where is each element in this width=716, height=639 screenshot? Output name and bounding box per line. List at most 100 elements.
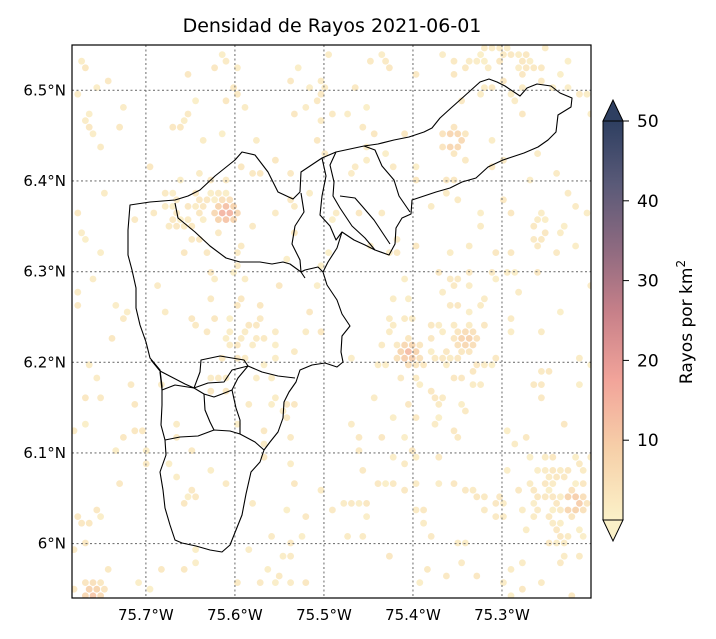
density-hex	[481, 321, 488, 329]
density-hex	[82, 117, 89, 124]
density-hex	[587, 282, 591, 289]
density-hex	[169, 189, 177, 197]
density-hex	[89, 592, 97, 598]
density-hex	[454, 354, 462, 362]
density-hex	[226, 328, 234, 336]
density-hex	[549, 467, 557, 474]
density-hex	[249, 500, 256, 507]
density-hex	[253, 137, 260, 144]
y-tick-label: 6.1°N	[23, 444, 66, 462]
density-hex	[260, 427, 268, 435]
density-hex	[207, 374, 215, 382]
density-hex	[519, 84, 526, 91]
density-hex	[583, 500, 591, 507]
density-hex	[477, 222, 484, 230]
density-hex	[469, 368, 477, 375]
density-hex	[496, 45, 503, 52]
density-hex	[511, 440, 519, 448]
density-hex	[382, 150, 389, 158]
density-hex	[253, 374, 260, 382]
density-hex	[515, 51, 522, 58]
density-hex	[72, 427, 78, 435]
density-hex	[234, 262, 241, 270]
density-hex	[530, 513, 538, 520]
density-hex	[522, 51, 530, 58]
density-hex	[553, 539, 560, 547]
density-hex	[526, 453, 534, 461]
density-hex	[515, 486, 522, 494]
density-hex	[104, 77, 112, 85]
density-hex	[446, 302, 454, 309]
density-hex	[534, 242, 541, 250]
density-hex	[488, 361, 496, 369]
density-hex	[222, 335, 230, 342]
density-hex	[272, 209, 279, 217]
density-hex	[526, 480, 534, 487]
density-hex	[215, 229, 222, 237]
density-hex	[443, 176, 450, 184]
density-hex	[287, 539, 294, 547]
density-hex	[458, 97, 465, 105]
density-hex	[446, 143, 454, 151]
density-hex	[359, 533, 367, 540]
density-hex	[275, 282, 283, 289]
density-hex	[534, 269, 541, 276]
density-hex	[560, 222, 568, 230]
density-hex	[192, 559, 200, 567]
density-hex	[492, 354, 500, 362]
density-hex	[427, 203, 435, 210]
density-hex	[522, 526, 530, 534]
density-hex	[401, 315, 408, 322]
density-hex	[313, 137, 321, 144]
density-hex	[435, 269, 443, 276]
density-hex	[325, 249, 332, 256]
density-hex	[564, 493, 572, 501]
density-hex	[427, 387, 435, 395]
density-hex	[465, 335, 473, 342]
density-hex	[579, 480, 587, 487]
density-hex	[507, 328, 515, 336]
density-hex	[317, 486, 325, 494]
density-hex	[401, 434, 408, 441]
density-hex	[576, 90, 583, 98]
density-hex	[230, 216, 238, 224]
density-hex	[583, 90, 591, 98]
density-hex	[169, 203, 177, 210]
density-hex	[222, 203, 230, 210]
density-hex	[500, 51, 507, 58]
density-hex	[165, 222, 173, 230]
density-hex	[218, 130, 226, 138]
density-hex	[268, 401, 275, 408]
density-hex	[503, 427, 511, 435]
density-hex	[272, 328, 279, 336]
y-tick-label: 6°N	[38, 535, 66, 553]
density-hex	[545, 513, 553, 520]
density-hex	[583, 209, 591, 217]
density-hex	[549, 493, 557, 501]
density-hex	[488, 84, 496, 91]
density-hex	[412, 453, 420, 461]
density-hex	[500, 77, 507, 85]
density-hex	[222, 57, 230, 65]
density-hex	[401, 354, 408, 362]
boundary-segment	[164, 429, 265, 451]
density-hex	[439, 130, 446, 138]
density-hex	[188, 236, 196, 243]
density-hex	[146, 585, 154, 593]
density-hex	[287, 460, 294, 468]
density-hex	[226, 209, 234, 217]
density-hex	[272, 354, 279, 362]
density-hex	[74, 90, 82, 98]
density-hex	[234, 249, 241, 256]
density-hex	[538, 77, 545, 85]
density-hex	[435, 480, 443, 487]
density-hex	[237, 163, 245, 171]
density-hex	[462, 341, 469, 349]
density-hex	[500, 196, 507, 204]
density-hex	[291, 110, 298, 118]
density-hex	[184, 110, 192, 118]
density-hex	[234, 341, 241, 349]
density-hex	[557, 308, 564, 316]
density-hex	[393, 341, 401, 349]
density-hex	[150, 209, 158, 217]
